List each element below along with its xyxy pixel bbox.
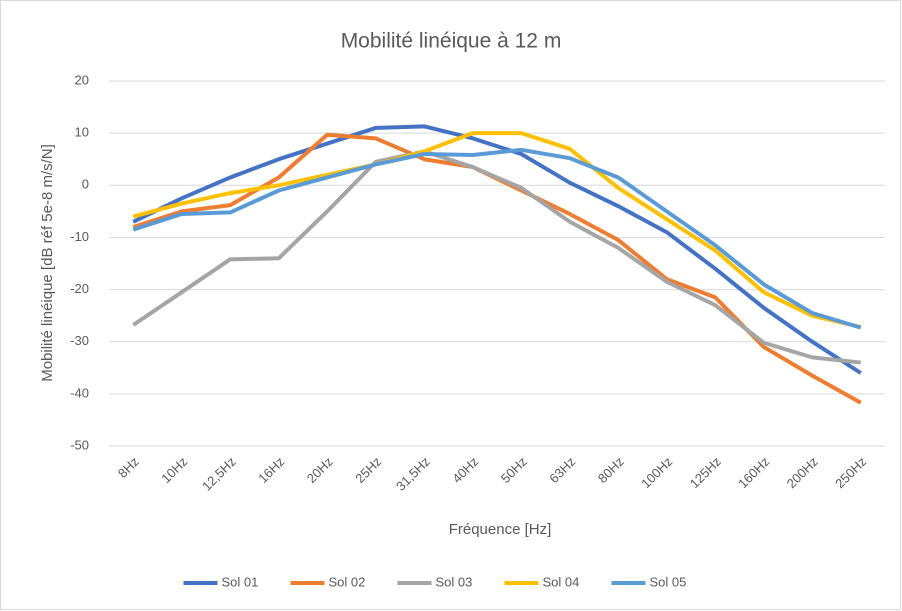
y-tick-label: 20	[75, 72, 89, 87]
y-tick-label: -40	[70, 385, 89, 400]
y-tick-label: -30	[70, 333, 89, 348]
y-tick-label: -10	[70, 229, 89, 244]
y-tick-label: -20	[70, 281, 89, 296]
series-line	[132, 149, 861, 365]
chart-title: Mobilité linéique à 12 m	[341, 30, 562, 53]
series-line	[132, 124, 862, 375]
legend-label: Sol 01	[222, 574, 259, 589]
y-axis-title: Mobilité linéique [dB réf 5e-8 m/s/N]	[39, 144, 56, 382]
x-axis-title: Fréquence [Hz]	[449, 521, 552, 538]
legend-label: Sol 05	[650, 574, 687, 589]
y-tick-label: -50	[70, 437, 89, 452]
legend-label: Sol 02	[329, 574, 366, 589]
series-line	[132, 131, 862, 330]
legend-label: Sol 04	[543, 574, 580, 589]
legend-label: Sol 03	[436, 574, 473, 589]
y-tick-label: 10	[75, 125, 89, 140]
series-line	[132, 147, 862, 330]
y-tick-label: 0	[82, 177, 89, 192]
